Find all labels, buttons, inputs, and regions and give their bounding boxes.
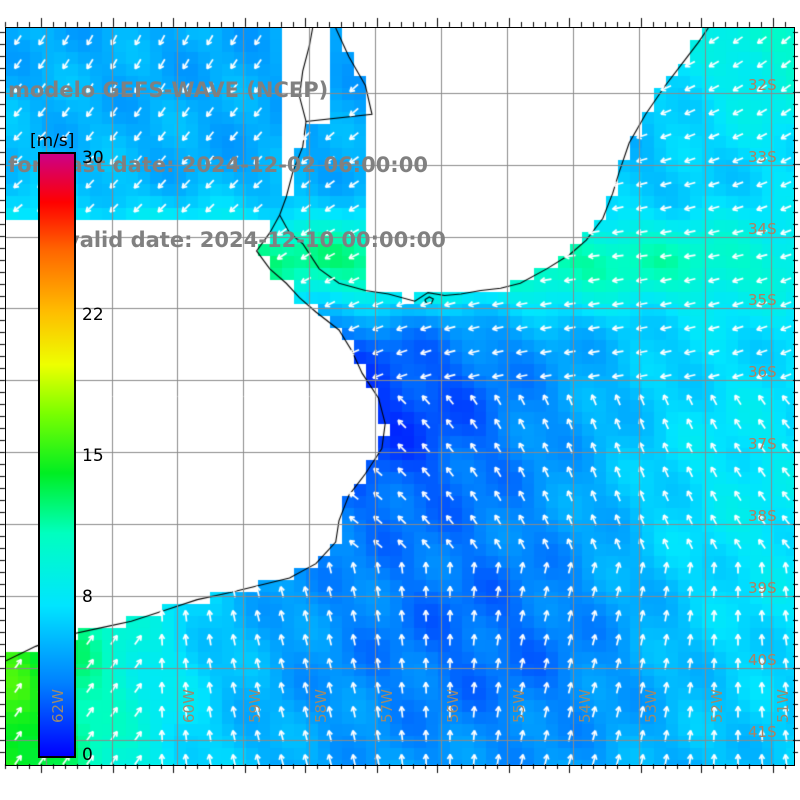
- lon-label-57W: 57W: [378, 689, 397, 723]
- lat-label-35S: 35S: [748, 291, 777, 310]
- lon-label-53W: 53W: [642, 689, 661, 723]
- lat-label-39S: 39S: [748, 579, 777, 598]
- lat-label-38S: 38S: [748, 507, 777, 526]
- lon-label-55W: 55W: [510, 689, 529, 723]
- colorbar-unit-label: [m/s]: [30, 131, 75, 151]
- colorbar-tick-22: 22: [82, 304, 104, 325]
- lat-label-34S: 34S: [748, 219, 777, 238]
- chart-title-block: modelo GEFS-WAVE (NCEP) forecast date: 2…: [8, 28, 528, 303]
- lon-label-58W: 58W: [312, 689, 331, 723]
- lon-label-52W: 52W: [707, 689, 726, 723]
- colorbar-tick-30: 30: [82, 148, 104, 168]
- lon-label-62W: 62W: [48, 689, 67, 723]
- lon-label-59W: 59W: [246, 689, 265, 723]
- lon-label-56W: 56W: [444, 689, 463, 723]
- lon-label-54W: 54W: [576, 689, 595, 723]
- lat-label-33S: 33S: [748, 147, 777, 166]
- title-line-model: modelo GEFS-WAVE (NCEP): [8, 78, 329, 102]
- colorbar-tick-0: 0: [82, 745, 93, 765]
- colorbar[interactable]: [38, 152, 76, 758]
- lon-label-60W: 60W: [180, 689, 199, 723]
- colorbar-gradient: [40, 154, 74, 756]
- colorbar-tick-15: 15: [82, 446, 104, 466]
- lon-label-51W: 51W: [773, 689, 792, 723]
- lat-label-37S: 37S: [748, 435, 777, 454]
- colorbar-tick-8: 8: [82, 587, 93, 608]
- title-line-valid: valid date: 2024-12-10 00:00:00: [66, 228, 446, 252]
- lat-label-41S: 41S: [748, 722, 777, 741]
- lat-label-40S: 40S: [748, 650, 777, 669]
- lat-label-36S: 36S: [748, 363, 777, 382]
- lat-label-32S: 32S: [748, 75, 777, 94]
